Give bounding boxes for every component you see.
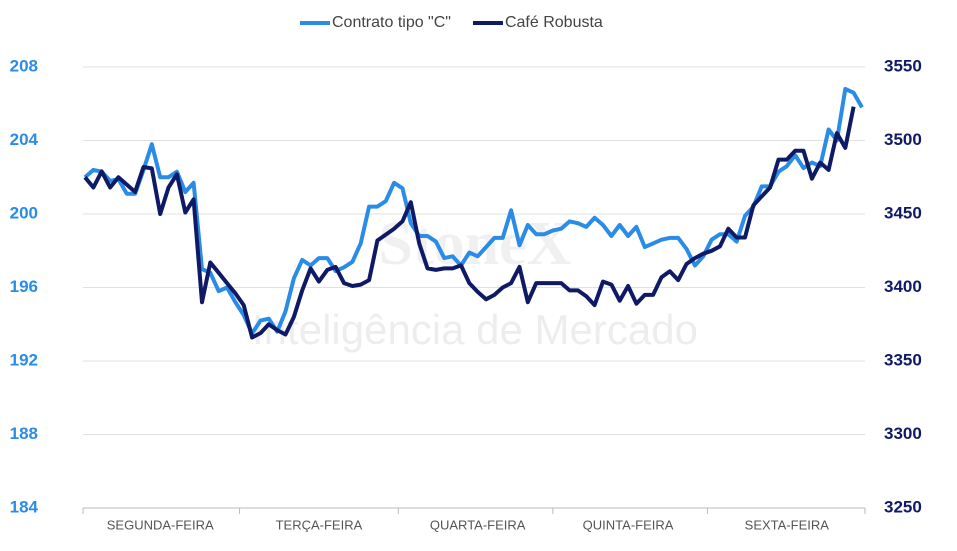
legend-label: Contrato tipo "C" (332, 14, 451, 31)
y2-tick-label: 3550 (884, 56, 922, 75)
x-tick-label: QUARTA-FEIRA (430, 517, 526, 532)
y2-tick-label: 3300 (884, 424, 922, 443)
y-tick-label: 208 (10, 56, 38, 75)
line-series (83, 87, 864, 336)
y2-tick-label: 3400 (884, 277, 922, 296)
y-tick-label: 196 (10, 277, 38, 296)
y2-tick-label: 3350 (884, 350, 922, 369)
x-tick-label: SEGUNDA-FEIRA (107, 517, 214, 532)
y2-tick-label: 3250 (884, 497, 922, 516)
y-tick-label: 200 (10, 203, 38, 222)
legend-label: Café Robusta (505, 14, 603, 31)
y-tick-label: 184 (10, 497, 39, 516)
y-tick-label: 192 (10, 350, 38, 369)
y2-tick-label: 3500 (884, 130, 922, 149)
watermark: StoneX (379, 210, 572, 278)
y-tick-label: 204 (10, 130, 39, 149)
y2-tick-label: 3450 (884, 203, 922, 222)
x-tick-label: SEXTA-FEIRA (745, 517, 830, 532)
y-tick-label: 188 (10, 424, 38, 443)
watermark: Inteligência de Mercado (252, 306, 698, 353)
x-tick-label: TERÇA-FEIRA (276, 517, 363, 532)
x-tick-label: QUINTA-FEIRA (583, 517, 674, 532)
line-series (83, 106, 856, 340)
